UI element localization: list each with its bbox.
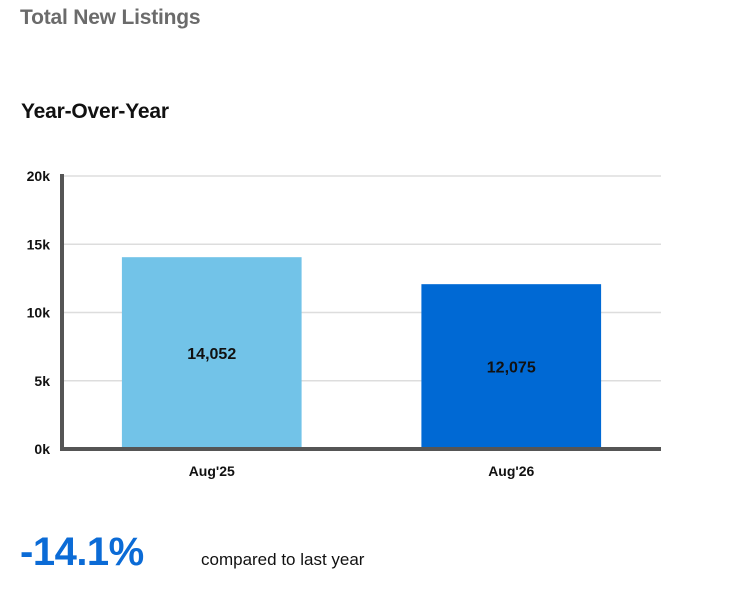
y-tick-label: 5k — [34, 373, 50, 389]
bar-value-label: 14,052 — [187, 346, 236, 363]
y-tick-label: 10k — [27, 305, 51, 321]
chart-title: Year-Over-Year — [21, 100, 169, 123]
y-tick-label: 15k — [27, 236, 51, 252]
x-tick-label: Aug'26 — [488, 463, 534, 479]
bar-Aug'25 — [121, 257, 302, 449]
y-tick-label: 0k — [34, 441, 50, 457]
bar-value-label: 12,075 — [487, 360, 536, 377]
y-tick-label: 20k — [27, 168, 51, 184]
section-title: Total New Listings — [20, 6, 201, 29]
x-tick-label: Aug'25 — [189, 463, 235, 479]
bar-Aug'26 — [421, 284, 602, 449]
labels: 0k 5k 10k 15k 20k 14,052 Aug'25 12,075 Aug'26 — [27, 168, 536, 479]
bars — [121, 257, 602, 449]
bar-chart: 0k 5k 10k 15k 20k 14,052 Aug'25 12,075 Aug'26 — [27, 168, 661, 479]
change-percentage: -14.1% — [20, 530, 144, 574]
change-caption: compared to last year — [201, 550, 365, 569]
axes — [60, 174, 661, 451]
